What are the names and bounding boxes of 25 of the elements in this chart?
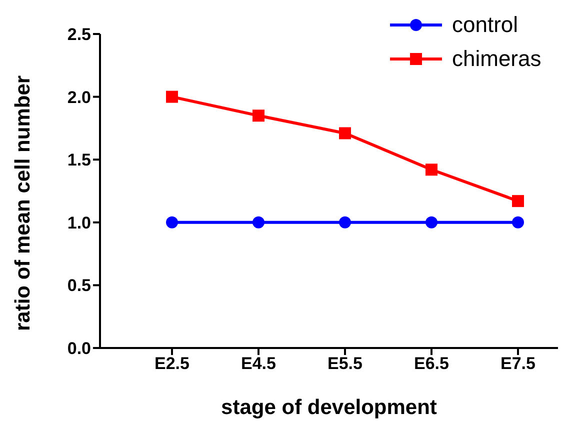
point — [339, 127, 351, 140]
y-tick-label: 2.0 — [67, 88, 91, 107]
x-tick-label: E5.5 — [328, 354, 362, 374]
point — [339, 216, 351, 228]
y-tick-label: 0.0 — [67, 339, 91, 358]
point — [166, 216, 178, 228]
y-tick-label: 2.5 — [67, 25, 91, 44]
point — [512, 216, 524, 228]
point — [426, 216, 438, 228]
legend-label: chimeras — [452, 45, 542, 73]
point — [426, 164, 438, 176]
legend-label: control — [452, 11, 518, 39]
point — [252, 216, 264, 228]
x-tick-label: E6.5 — [414, 354, 449, 374]
y-tick-label: 1.5 — [67, 150, 91, 170]
x-axis-title: stage of development — [221, 396, 437, 419]
y-axis-title: ratio of mean cell number — [11, 75, 34, 331]
x-tick-label: E2.5 — [154, 354, 190, 374]
point — [166, 90, 178, 103]
point — [512, 195, 524, 208]
point — [252, 110, 264, 122]
x-tick-label: E4.5 — [241, 354, 276, 374]
y-tick-label: 1.0 — [67, 213, 91, 232]
y-tick-label: 0.5 — [67, 276, 91, 296]
x-tick-label: E7.5 — [500, 354, 536, 374]
